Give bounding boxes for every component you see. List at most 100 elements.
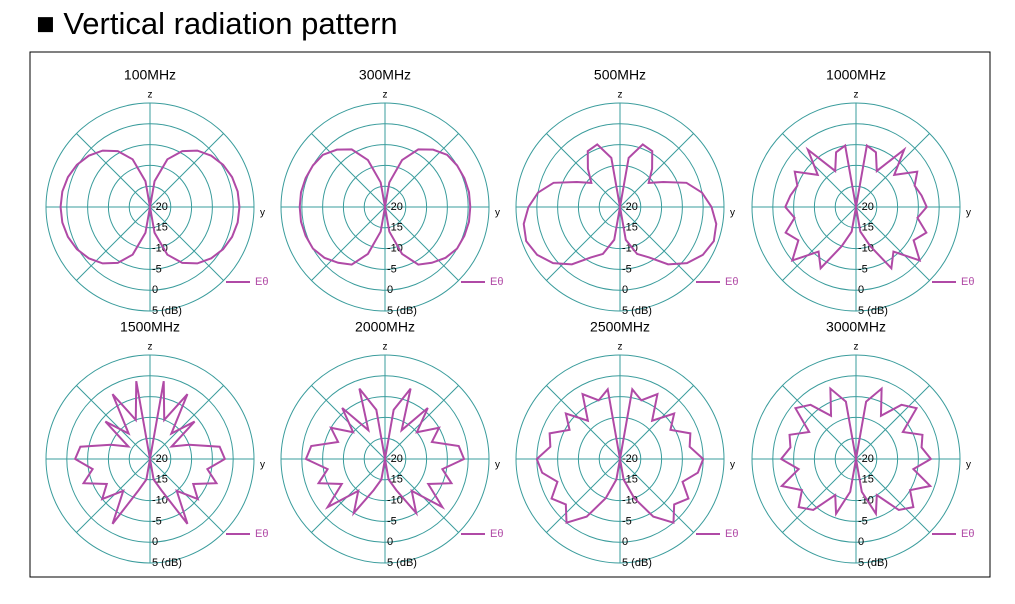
r-tick-label: -20: [152, 201, 168, 213]
grid-ring: [301, 123, 469, 291]
grid-ring: [598, 437, 642, 481]
z-axis-label: z: [618, 90, 623, 101]
z-axis-label: z: [854, 342, 859, 353]
figure-frame: [29, 51, 991, 578]
r-tick-label: -15: [387, 222, 403, 234]
grid-ring: [322, 396, 448, 522]
chart-title: 2500MHz: [590, 319, 650, 335]
chart-title: 300MHz: [359, 67, 411, 83]
grid-ring: [107, 416, 193, 502]
y-axis-label: y: [495, 460, 500, 471]
r-tick-label: 5 (dB): [622, 305, 652, 317]
chart-title: 100MHz: [124, 67, 176, 83]
grid-ring: [342, 164, 428, 250]
grid-ring: [45, 354, 255, 564]
pattern-curve: [535, 387, 705, 525]
r-tick-label: -20: [152, 453, 168, 465]
y-axis-label: y: [260, 208, 265, 219]
r-tick-label: -5: [152, 263, 162, 275]
legend-label: Eθ: [961, 276, 974, 288]
r-tick-label: -15: [152, 222, 168, 234]
r-tick-label: 5 (dB): [387, 557, 417, 569]
r-tick-label: -20: [858, 453, 874, 465]
r-tick-label: -15: [858, 222, 874, 234]
z-axis-label: z: [383, 90, 388, 101]
r-tick-label: -20: [622, 453, 638, 465]
r-tick-label: -5: [387, 263, 397, 275]
grid-ring: [66, 375, 234, 543]
grid-ring: [107, 164, 193, 250]
r-tick-label: 0: [387, 536, 393, 548]
y-axis-label: y: [966, 460, 971, 471]
polar-chart: -20 -15 -10 -5 0 5 (dB) 300MHz z y Eθ: [280, 67, 503, 317]
grid-ring: [363, 437, 407, 481]
r-tick-label: -5: [387, 515, 397, 527]
pattern-curve: [298, 148, 472, 266]
grid-ring: [87, 144, 213, 270]
y-axis-label: y: [495, 208, 500, 219]
r-tick-label: -5: [622, 263, 632, 275]
grid-ring: [813, 164, 899, 250]
r-tick-label: 0: [622, 536, 628, 548]
r-tick-label: 5 (dB): [622, 557, 652, 569]
y-axis-label: y: [260, 460, 265, 471]
grid-ring: [515, 354, 725, 564]
r-tick-label: -5: [858, 263, 868, 275]
grid-ring: [598, 185, 642, 229]
pattern-curve: [304, 388, 466, 517]
r-tick-label: 5 (dB): [152, 557, 182, 569]
y-axis-label: y: [730, 460, 735, 471]
chart-title: 1000MHz: [826, 67, 886, 83]
grid-ring: [834, 437, 878, 481]
polar-chart: -20 -15 -10 -5 0 5 (dB) 100MHz z y Eθ: [45, 67, 268, 317]
polar-chart: -20 -15 -10 -5 0 5 (dB) 3000MHz z y Eθ: [751, 319, 974, 569]
legend-label: Eθ: [490, 276, 503, 288]
chart-title: 500MHz: [594, 67, 646, 83]
grid-ring: [342, 416, 428, 502]
grid-ring: [557, 396, 683, 522]
y-axis-label: y: [730, 208, 735, 219]
grid-ring: [515, 102, 725, 312]
z-axis-label: z: [148, 342, 153, 353]
r-tick-label: -20: [858, 201, 874, 213]
r-tick-label: -5: [152, 515, 162, 527]
grid-ring: [280, 102, 490, 312]
r-tick-label: -20: [387, 453, 403, 465]
legend-label: Eθ: [255, 528, 268, 540]
grid-ring: [322, 144, 448, 270]
grid-ring: [66, 123, 234, 291]
chart-title: 3000MHz: [826, 319, 886, 335]
r-tick-label: 0: [858, 536, 864, 548]
r-tick-label: 0: [152, 536, 158, 548]
r-tick-label: 0: [152, 284, 158, 296]
z-axis-label: z: [618, 342, 623, 353]
legend-label: Eθ: [490, 528, 503, 540]
r-tick-label: 0: [622, 284, 628, 296]
legend-label: Eθ: [255, 276, 268, 288]
grid-ring: [577, 164, 663, 250]
y-axis-label: y: [966, 208, 971, 219]
chart-title: 1500MHz: [120, 319, 180, 335]
z-axis-label: z: [383, 342, 388, 353]
grid-ring: [280, 354, 490, 564]
chart-title: 2000MHz: [355, 319, 415, 335]
grid-ring: [751, 354, 961, 564]
z-axis-label: z: [854, 90, 859, 101]
r-tick-label: 5 (dB): [858, 305, 888, 317]
r-tick-label: -10: [152, 243, 168, 255]
grid-ring: [301, 375, 469, 543]
grid-ring: [834, 185, 878, 229]
grid-ring: [557, 144, 683, 270]
r-tick-label: 5 (dB): [858, 557, 888, 569]
grid-ring: [128, 185, 172, 229]
grid-ring: [45, 102, 255, 312]
r-tick-label: -10: [858, 495, 874, 507]
r-tick-label: -5: [622, 515, 632, 527]
